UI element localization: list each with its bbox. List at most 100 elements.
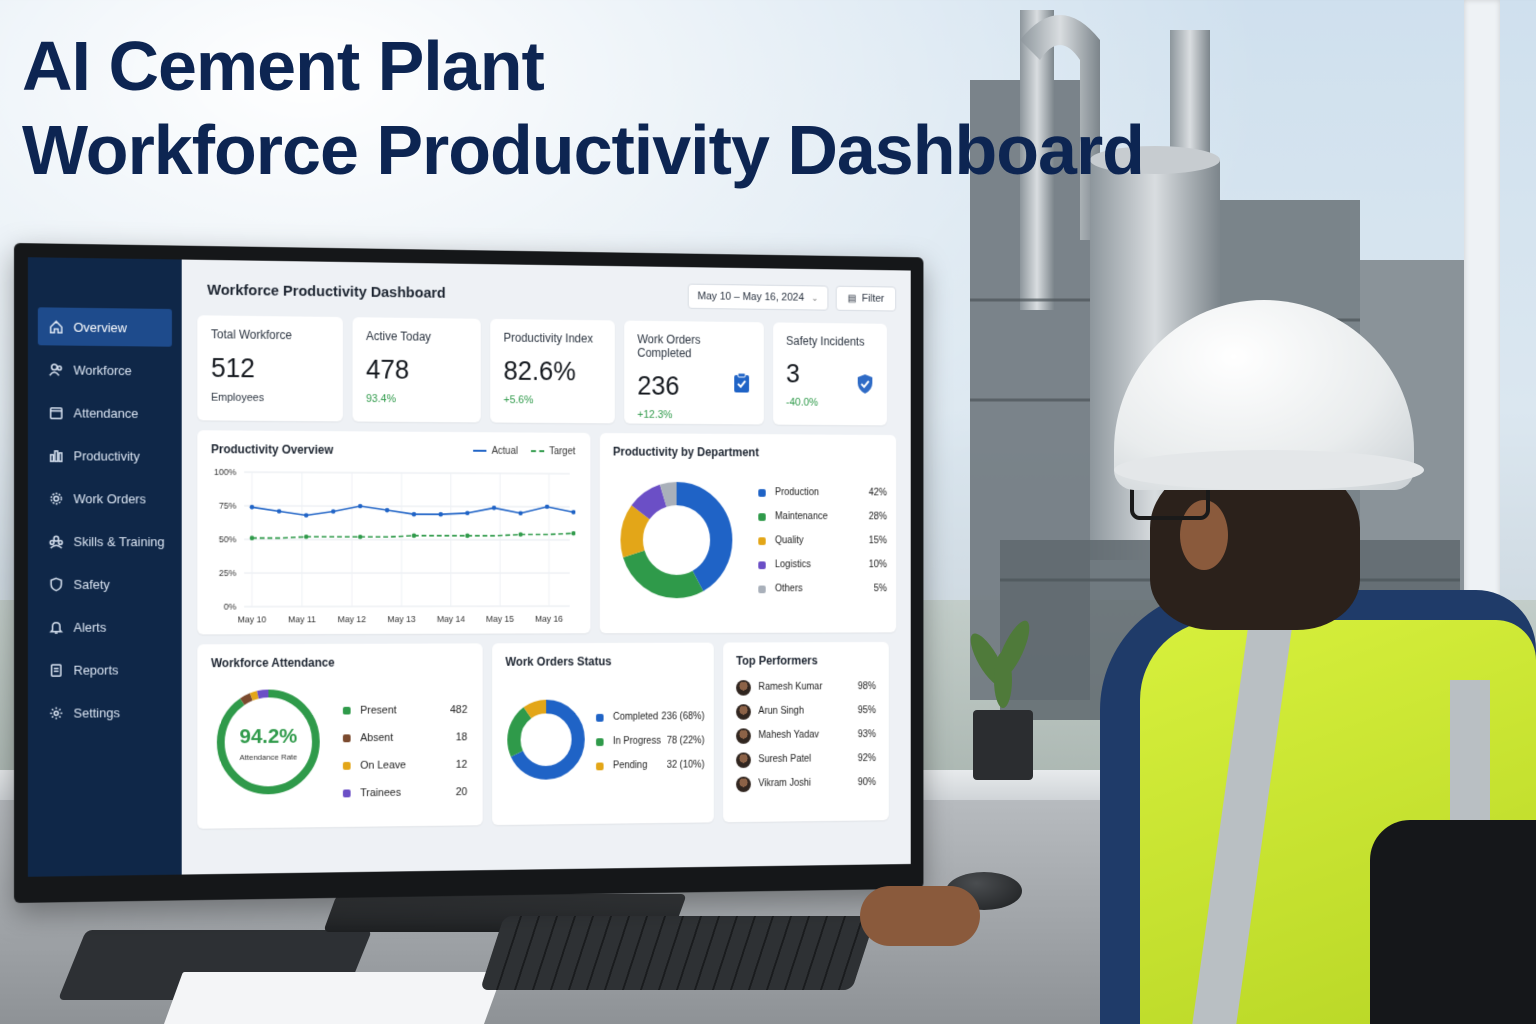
legend-row-quality: Quality 15%	[758, 529, 887, 553]
sidebar-item-reports[interactable]: Reports	[38, 650, 172, 688]
legend-label: Actual	[491, 445, 518, 457]
data-point-target	[411, 533, 417, 538]
legend-label: Target	[549, 446, 576, 458]
legend-value: 236 (68%)	[661, 711, 705, 723]
department-donut-chart	[611, 472, 742, 608]
top-performers-card: Top Performers Ramesh Kumar 98% Arun Singh…	[723, 641, 889, 823]
data-point-target	[518, 532, 523, 537]
data-point-actual	[518, 511, 523, 516]
y-tick-label: 0%	[224, 602, 237, 612]
kpi-sub: -40.0%	[786, 396, 819, 409]
sidebar-item-settings[interactable]: Settings	[38, 693, 172, 732]
productivity-line-chart: 100% 75% 50% 25% 0%May 10 May 11 May 12 May 13 M…	[214, 467, 576, 624]
top-performers-list: Ramesh Kumar 98% Arun Singh 95% Mahesh Yadav…	[736, 675, 876, 796]
legend-swatch	[758, 512, 766, 521]
data-point-actual	[491, 505, 497, 511]
work-orders-status-card: Work Orders Status Completed 236 (68%) In …	[492, 642, 714, 826]
grid-line	[244, 472, 570, 474]
grid-line	[244, 506, 570, 507]
page-headline: AI Cement Plant Workforce Productivity D…	[22, 24, 1145, 192]
calendar-icon	[48, 404, 64, 420]
kpi-card-safety-incidents[interactable]: Safety Incidents 3 -40.0%	[773, 322, 887, 426]
performer-row[interactable]: Mahesh Yadav 93%	[736, 723, 876, 748]
card-title: Productivity by Department	[612, 444, 759, 460]
performer-row[interactable]: Arun Singh 95%	[736, 699, 876, 724]
data-point-actual	[544, 504, 550, 509]
sidebar-item-safety[interactable]: Safety	[38, 565, 172, 603]
avatar	[736, 751, 751, 768]
performer-name: Suresh Patel	[758, 753, 812, 765]
legend-row-in-progress: In Progress 78 (22%)	[596, 729, 705, 754]
kpi-card-total-workforce[interactable]: Total Workforce 512 Employees	[197, 315, 343, 422]
legend-value: 15%	[868, 535, 887, 547]
data-point-actual	[331, 509, 336, 514]
card-title: Workforce Attendance	[211, 655, 335, 671]
attendance-ring: 94.2% Attendance Rate	[215, 687, 322, 797]
date-range-value: May 10 – May 16, 2024	[697, 290, 805, 304]
data-point-actual	[276, 508, 282, 514]
x-tick-label: May 14	[437, 614, 465, 624]
data-point-actual	[465, 510, 470, 516]
work-orders-donut-chart	[504, 696, 589, 784]
sidebar-item-skills-training[interactable]: Skills & Training	[38, 522, 172, 560]
sidebar-item-label: Settings	[73, 704, 120, 721]
sidebar: Overview Workforce Attendance Productivi…	[27, 257, 182, 877]
legend-label: Logistics	[774, 559, 811, 571]
shield-check-icon	[856, 374, 874, 394]
department-legend: Production 42% Maintenance 28% Quality 15% Log…	[758, 480, 887, 601]
sidebar-item-attendance[interactable]: Attendance	[38, 393, 172, 432]
legend-item-target: Target	[531, 446, 575, 457]
sidebar-item-alerts[interactable]: Alerts	[38, 608, 172, 646]
data-point-actual	[571, 509, 576, 515]
sidebar-item-productivity[interactable]: Productivity	[38, 436, 172, 475]
legend-label: In Progress	[612, 735, 661, 747]
y-tick-label: 50%	[219, 534, 237, 544]
attendance-rate-value: 94.2%	[239, 724, 298, 749]
sidebar-item-label: Workforce	[73, 362, 132, 378]
report-icon	[48, 662, 64, 678]
avatar	[736, 727, 751, 744]
sidebar-item-label: Skills & Training	[73, 533, 165, 549]
kpi-card-productivity-index[interactable]: Productivity Index 82.6% +5.6%	[490, 318, 615, 424]
sidebar-item-work-orders[interactable]: Work Orders	[38, 479, 172, 517]
attendance-rate-label: Attendance Rate	[239, 752, 298, 762]
date-range-picker[interactable]: May 10 – May 16, 2024 ⌄	[687, 283, 829, 311]
legend-label: Completed	[612, 711, 659, 723]
sidebar-item-overview[interactable]: Overview	[37, 307, 172, 347]
kpi-sub: +12.3%	[637, 409, 673, 421]
kpi-card-work-orders-completed[interactable]: Work Orders Completed 236 +12.3%	[624, 320, 764, 425]
filter-button[interactable]: ▤ Filter	[835, 285, 897, 312]
data-point-actual	[304, 513, 309, 518]
kpi-sub: 93.4%	[366, 393, 396, 406]
kpi-card-active-today[interactable]: Active Today 478 93.4%	[352, 317, 481, 423]
legend-swatch	[342, 734, 351, 743]
legend-label: Present	[360, 704, 397, 717]
kpi-label: Safety Incidents	[786, 334, 865, 349]
performer-row[interactable]: Vikram Joshi 90%	[736, 771, 876, 797]
legend-value: 5%	[873, 583, 887, 595]
avatar	[736, 776, 751, 792]
page-title: Workforce Productivity Dashboard	[207, 281, 446, 302]
sidebar-item-label: Safety	[73, 576, 110, 592]
headline-line-2: Workforce Productivity Dashboard	[22, 111, 1145, 189]
performer-row[interactable]: Ramesh Kumar 98%	[736, 675, 876, 700]
performer-score: 93%	[857, 729, 877, 740]
kpi-label: Total Workforce	[211, 327, 292, 343]
legend-label: Quality	[774, 535, 804, 547]
performer-score: 95%	[857, 705, 877, 716]
performer-score: 90%	[857, 777, 877, 788]
avatar	[736, 679, 751, 696]
performer-row[interactable]: Suresh Patel 92%	[736, 747, 876, 772]
chevron-down-icon: ⌄	[811, 292, 819, 303]
productivity-overview-card: Productivity Overview Actual Target 100%…	[197, 430, 591, 635]
y-tick-label: 100%	[214, 467, 236, 477]
sidebar-item-workforce[interactable]: Workforce	[38, 350, 172, 389]
legend-label: Trainees	[360, 786, 401, 800]
x-tick-label: May 15	[486, 614, 514, 624]
performer-score: 98%	[857, 681, 877, 693]
x-tick-label: May 10	[238, 614, 267, 624]
kpi-label: Active Today	[366, 329, 432, 344]
kpi-value: 82.6%	[503, 356, 576, 387]
bottom-row: Workforce Attendance 94.2% Attendance Ra…	[197, 641, 896, 829]
data-point-actual	[249, 504, 255, 510]
